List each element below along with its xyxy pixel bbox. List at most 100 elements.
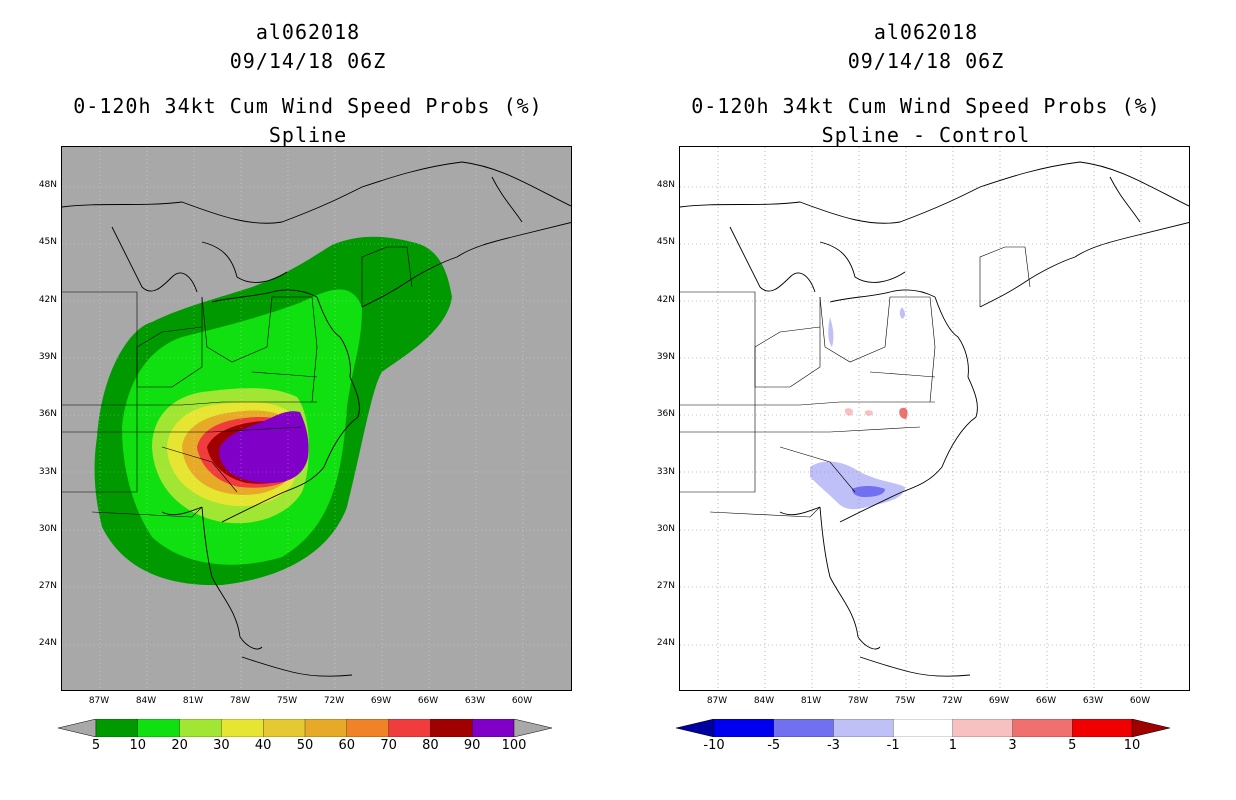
left-coastlines <box>62 161 571 677</box>
lon-label: 69W <box>988 696 1010 706</box>
colorbar-segment <box>430 718 473 738</box>
lat-label: 42N <box>656 294 675 305</box>
colorbar-label: -5 <box>767 738 781 753</box>
colorbar-segment <box>179 718 223 738</box>
lat-label: 33N <box>656 466 675 477</box>
lat-label: 30N <box>38 523 57 534</box>
lat-label: 42N <box>38 294 57 305</box>
colorbar-label: 90 <box>463 738 481 753</box>
diff-neg-mid <box>852 486 885 497</box>
left-state-borders <box>62 246 413 518</box>
lon-label: 63W <box>464 696 486 706</box>
colorbar-label: 5 <box>91 738 101 753</box>
left-map-graphic <box>62 147 571 690</box>
lon-label: 75W <box>894 696 916 706</box>
lat-label: 27N <box>38 581 57 592</box>
colorbar-label: 5 <box>1068 738 1077 753</box>
right-colorbar <box>675 718 1171 738</box>
lat-label: 48N <box>656 180 675 190</box>
right-coastlines <box>680 161 1189 677</box>
lat-label: 24N <box>38 638 57 649</box>
lon-label: 75W <box>276 696 298 706</box>
lon-label: 78W <box>229 696 251 706</box>
colorbar-label: 3 <box>1008 738 1017 753</box>
left-storm-id: al062018 <box>255 20 361 44</box>
colorbar-label: 30 <box>213 738 230 753</box>
colorbar-segment <box>388 718 432 738</box>
right-subtitle: Spline - Control <box>821 123 1031 147</box>
lon-label: 60W <box>511 696 533 706</box>
colorbar-segment <box>952 718 1014 738</box>
right-state-borders <box>680 246 1031 518</box>
left-map <box>61 146 572 691</box>
left-product-title: 0-120h 34kt Cum Wind Speed Probs (%) <box>73 94 543 118</box>
colorbar-left-arrow <box>57 718 97 738</box>
lat-label: 24N <box>656 638 675 649</box>
colorbar-label: 20 <box>171 738 188 753</box>
lat-label: 30N <box>656 523 675 534</box>
lon-label: 69W <box>370 696 392 706</box>
lon-label: 87W <box>706 696 728 706</box>
lon-label: 78W <box>847 696 869 706</box>
colorbar-segment <box>892 718 954 738</box>
colorbar-label: 80 <box>422 738 439 753</box>
colorbar-label: 10 <box>129 738 147 753</box>
lat-label: 45N <box>656 237 675 248</box>
diff-pos-mid <box>899 407 908 419</box>
left-colorbar <box>57 718 553 738</box>
colorbar-segment <box>95 718 139 738</box>
colorbar-label: -10 <box>703 738 725 753</box>
colorbar-label: -1 <box>886 738 900 753</box>
lon-label: 84W <box>135 696 157 706</box>
colorbar-segment <box>137 718 181 738</box>
colorbar-segment <box>833 718 894 738</box>
prob-90-100 <box>219 411 309 483</box>
lat-label: 39N <box>38 351 57 362</box>
diff-pos-small-1 <box>844 408 853 416</box>
lon-label: 81W <box>182 696 204 706</box>
colorbar-segment <box>472 718 515 738</box>
lat-label: 39N <box>656 351 675 362</box>
lon-label: 63W <box>1082 696 1104 706</box>
colorbar-right-arrow <box>1131 718 1171 738</box>
diff-neg-small-3 <box>899 307 905 319</box>
colorbar-label: 60 <box>338 738 356 753</box>
lat-label: 48N <box>38 180 57 190</box>
lon-label: 87W <box>88 696 110 706</box>
lat-label: 45N <box>38 237 57 248</box>
lon-label: 72W <box>323 696 345 706</box>
lat-label: 36N <box>656 409 675 420</box>
colorbar-label: -3 <box>826 738 840 753</box>
colorbar-segment <box>1012 718 1073 738</box>
lon-label: 84W <box>753 696 775 706</box>
colorbar-segment <box>713 718 775 738</box>
colorbar-label: 1 <box>948 738 957 753</box>
colorbar-segment <box>346 718 390 738</box>
right-map <box>679 146 1190 691</box>
right-title-block: al062018 09/14/18 06Z 0-120h 34kt Cum Wi… <box>666 18 1186 150</box>
right-difference-field <box>810 307 908 510</box>
colorbar-segment <box>773 718 835 738</box>
colorbar-segment <box>263 718 306 738</box>
lon-label: 72W <box>941 696 963 706</box>
lon-label: 66W <box>1035 696 1057 706</box>
colorbar-left-arrow <box>675 718 715 738</box>
left-probability-field <box>94 236 453 586</box>
colorbar-label: 40 <box>254 738 272 753</box>
colorbar-label: 10 <box>1123 738 1141 753</box>
lat-label: 33N <box>38 466 57 477</box>
lat-label: 36N <box>38 409 57 420</box>
colorbar-right-arrow <box>513 718 553 738</box>
right-grid <box>680 147 1189 690</box>
colorbar-segment <box>304 718 348 738</box>
lat-label: 27N <box>656 581 675 592</box>
right-datetime: 09/14/18 06Z <box>847 49 1005 73</box>
colorbar-label: 50 <box>296 738 314 753</box>
left-datetime: 09/14/18 06Z <box>229 49 387 73</box>
lon-label: 81W <box>800 696 822 706</box>
right-product-title: 0-120h 34kt Cum Wind Speed Probs (%) <box>691 94 1161 118</box>
left-title-block: al062018 09/14/18 06Z 0-120h 34kt Cum Wi… <box>48 18 568 150</box>
colorbar-label: 70 <box>380 738 397 753</box>
colorbar-segment <box>1072 718 1133 738</box>
lon-label: 66W <box>417 696 439 706</box>
